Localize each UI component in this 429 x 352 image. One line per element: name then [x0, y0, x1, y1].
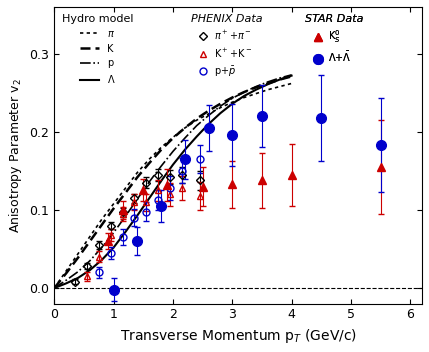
Y-axis label: Anisotropy Parameter v$_2$: Anisotropy Parameter v$_2$ [7, 78, 24, 233]
X-axis label: Transverse Momentum p$_T$ (GeV/c): Transverse Momentum p$_T$ (GeV/c) [120, 327, 357, 345]
Legend: K$^0_S$, $\Lambda$+$\bar{\Lambda}$: K$^0_S$, $\Lambda$+$\bar{\Lambda}$ [301, 10, 367, 68]
